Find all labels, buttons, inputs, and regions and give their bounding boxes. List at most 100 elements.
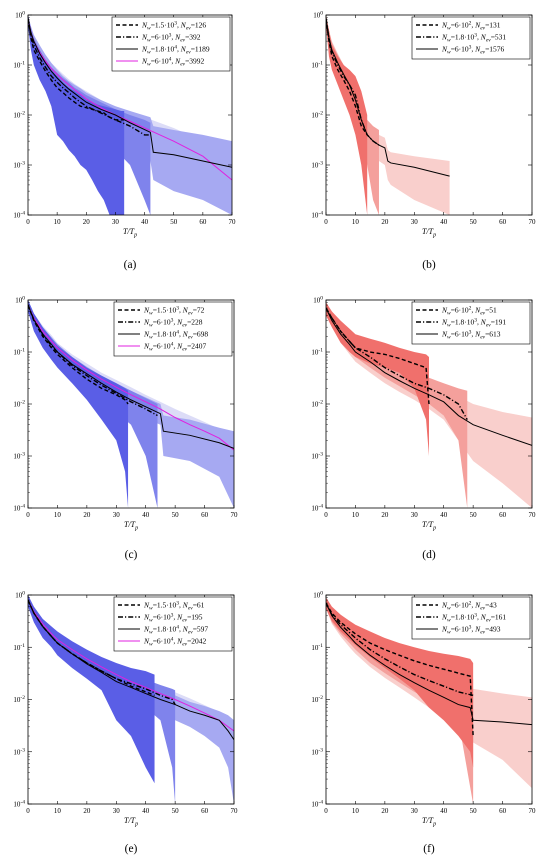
legend-text-part: w [147, 38, 151, 44]
x-axis-label-sub: p [432, 822, 436, 828]
legend-text-part: w [149, 323, 153, 329]
x-tick-label: 70 [529, 511, 537, 519]
legend-text-part: N [480, 613, 487, 622]
legend-text-part: 4 [171, 342, 174, 348]
legend-label-2: Nw=6·103, Nev=195 [143, 613, 203, 624]
y-tick-label: 100 [15, 591, 25, 600]
legend-text-part: w [147, 26, 151, 32]
x-tick-label: 20 [83, 511, 91, 519]
y-tick-base: 10 [13, 644, 21, 652]
legend-text-part: w [447, 50, 451, 56]
legend-text-part: w [447, 335, 451, 341]
legend-text-part: =1.8·10 [153, 625, 177, 634]
legend-label-4: Nw=6·104, Nev=3992 [141, 57, 205, 68]
legend-text-part: =6·10 [451, 45, 469, 54]
legend-text-part: N [143, 342, 150, 351]
y-tick-exponent: -2 [20, 111, 25, 117]
x-tick-label: 30 [112, 218, 120, 226]
legend-text-part: N [143, 625, 150, 634]
y-tick-base: 10 [13, 112, 21, 120]
series-line-2 [28, 18, 151, 136]
x-tick-label: 40 [440, 218, 448, 226]
x-axis-label: T/Tp [422, 520, 436, 532]
legend-label-2: Nw=1.8·103, Nev=191 [441, 318, 506, 329]
x-axis-label-main: T/T [422, 227, 434, 236]
y-tick-base: 10 [15, 12, 23, 20]
legend-text-part: , [171, 57, 175, 66]
legend-text-part: =2407 [187, 342, 206, 351]
legend-text-part: =131 [485, 21, 501, 30]
x-axis-label-sub: p [432, 526, 436, 532]
y-tick-label: 10-2 [13, 695, 25, 704]
y-tick-exponent: -1 [318, 348, 323, 354]
legend-text-part: , [477, 318, 481, 327]
legend-text-part: 3 [474, 33, 477, 39]
legend-text-part: w [447, 630, 451, 636]
legend-label-2: Nw=6·103, Nev=392 [141, 33, 201, 44]
legend-text-part: N [474, 21, 481, 30]
series-line-1 [326, 602, 474, 737]
x-tick-label: 60 [499, 511, 507, 519]
y-tick-label: 10-2 [311, 111, 323, 120]
y-tick-base: 10 [311, 212, 319, 220]
legend-label-1: Nw=6·102, Nev=43 [441, 601, 497, 612]
y-tick-base: 10 [15, 297, 23, 305]
x-tick-label: 0 [324, 218, 328, 226]
confidence-band-1 [28, 595, 155, 784]
legend-text-part: 4 [169, 57, 172, 63]
legend-text-part: N [474, 601, 481, 610]
x-tick-label: 50 [170, 218, 178, 226]
legend-text-part: N [143, 318, 150, 327]
y-tick-label: 100 [15, 11, 25, 20]
x-tick-label: 30 [411, 807, 419, 815]
y-tick-exponent: -3 [318, 452, 323, 458]
legend-label-1: Nw=1.5·103, Nev=61 [143, 601, 205, 612]
chart-panel-a: 0 10 20 30 40 50 60 7010-410-310-210-1100T/TpNw… [13, 11, 236, 272]
series-line-1 [28, 18, 125, 121]
legend-text-part: 3 [469, 330, 472, 336]
x-tick-label: 70 [231, 511, 239, 519]
x-tick-label: 30 [113, 511, 121, 519]
y-tick-base: 10 [313, 12, 321, 20]
x-tick-label: 60 [201, 807, 209, 815]
y-tick-label: 10-2 [311, 400, 323, 409]
y-tick-exponent: -2 [20, 695, 25, 701]
legend-text-part: N [143, 637, 150, 646]
series-line-2 [326, 602, 474, 697]
series-line-2 [28, 304, 158, 417]
y-tick-exponent: -2 [318, 111, 323, 117]
series-line-4 [28, 304, 234, 451]
x-tick-label: 50 [470, 511, 478, 519]
legend-text-part: N [474, 45, 481, 54]
legend-text-part: ev [180, 38, 185, 44]
x-tick-label: 0 [26, 807, 30, 815]
y-tick-base: 10 [313, 592, 321, 600]
y-tick-label: 10-1 [311, 348, 323, 357]
y-tick-exponent: -1 [20, 61, 25, 67]
y-tick-exponent: -4 [20, 800, 25, 806]
y-tick-exponent: 0 [22, 11, 25, 17]
panel-caption: (d) [422, 549, 436, 561]
legend-text-part: N [176, 318, 183, 327]
legend-text-part: =61 [193, 601, 205, 610]
legend-text-part: 3 [474, 318, 477, 324]
legend-box [411, 301, 531, 345]
legend-text-part: =531 [491, 33, 507, 42]
chart-panel-c: 0 10 20 30 40 50 60 7010-410-310-210-1100T/TpNw… [13, 296, 238, 562]
y-tick-base: 10 [311, 112, 319, 120]
legend-text-part: ev [486, 38, 491, 44]
legend-text-part: w [149, 642, 153, 648]
x-axis-label-main: T/T [422, 520, 434, 529]
x-axis-label: T/Tp [123, 227, 137, 239]
y-tick-exponent: -4 [318, 504, 323, 510]
y-tick-exponent: -4 [20, 211, 25, 217]
legend-text-part: w [447, 311, 451, 317]
y-tick-label: 10-4 [13, 800, 25, 809]
legend-text-part: =1.8·10 [451, 613, 475, 622]
series-line-4 [28, 18, 232, 181]
x-tick-label: 10 [54, 218, 62, 226]
plot-area [28, 15, 232, 215]
